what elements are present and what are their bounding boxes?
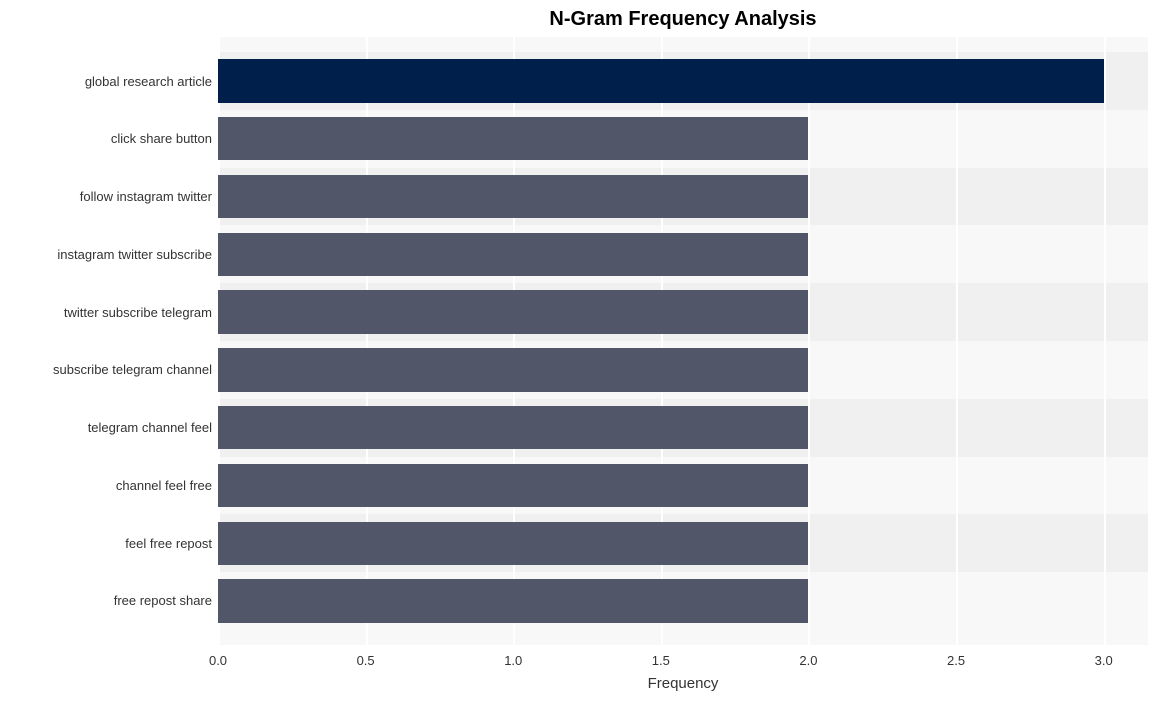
- plot-area: [218, 37, 1148, 645]
- bar: [218, 406, 808, 449]
- gridline: [808, 37, 810, 645]
- bar: [218, 348, 808, 391]
- y-tick-label: click share button: [111, 131, 212, 146]
- y-tick-label: free repost share: [114, 593, 212, 608]
- y-tick-label: global research article: [85, 74, 212, 89]
- gridline: [956, 37, 958, 645]
- chart-title: N-Gram Frequency Analysis: [218, 8, 1148, 31]
- bar: [218, 579, 808, 622]
- bar: [218, 117, 808, 160]
- bar: [218, 290, 808, 333]
- y-tick-label: telegram channel feel: [88, 420, 212, 435]
- bar: [218, 522, 808, 565]
- y-tick-label: twitter subscribe telegram: [64, 305, 212, 320]
- x-axis-label: Frequency: [218, 675, 1148, 692]
- x-tick-label: 0.0: [209, 653, 227, 668]
- x-tick-label: 2.5: [947, 653, 965, 668]
- y-tick-label: channel feel free: [116, 478, 212, 493]
- x-tick-label: 2.0: [799, 653, 817, 668]
- y-tick-label: feel free repost: [125, 536, 212, 551]
- y-tick-label: follow instagram twitter: [80, 189, 212, 204]
- bar: [218, 464, 808, 507]
- x-tick-label: 3.0: [1095, 653, 1113, 668]
- gridline: [1104, 37, 1106, 645]
- bar: [218, 59, 1104, 102]
- y-tick-label: subscribe telegram channel: [53, 362, 212, 377]
- x-tick-label: 0.5: [357, 653, 375, 668]
- x-tick-label: 1.0: [504, 653, 522, 668]
- bar: [218, 233, 808, 276]
- x-tick-label: 1.5: [652, 653, 670, 668]
- ngram-chart: N-Gram Frequency Analysis Frequency glob…: [0, 0, 1158, 701]
- y-tick-label: instagram twitter subscribe: [57, 247, 212, 262]
- bar: [218, 175, 808, 218]
